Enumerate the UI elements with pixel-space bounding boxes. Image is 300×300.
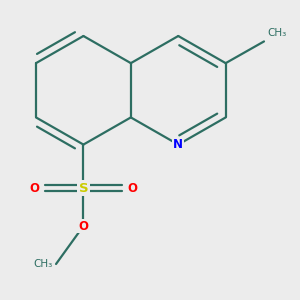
Text: O: O bbox=[29, 182, 39, 194]
Text: CH₃: CH₃ bbox=[34, 259, 53, 269]
Text: CH₃: CH₃ bbox=[267, 28, 286, 38]
Text: S: S bbox=[79, 182, 88, 194]
Text: N: N bbox=[173, 138, 183, 151]
Text: O: O bbox=[128, 182, 138, 194]
Text: O: O bbox=[78, 220, 88, 232]
